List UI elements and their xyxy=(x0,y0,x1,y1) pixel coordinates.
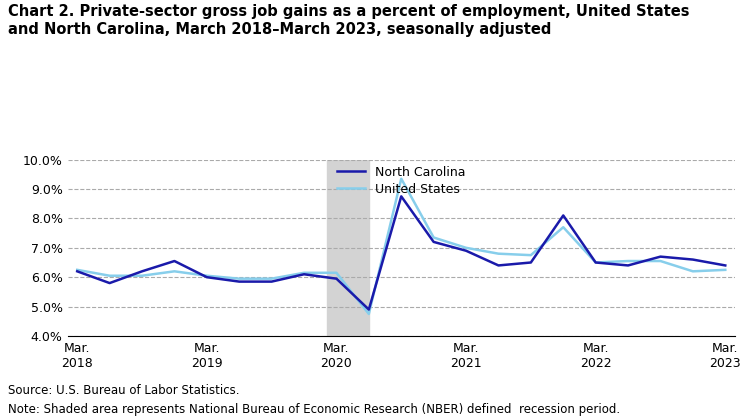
Text: Chart 2. Private-sector gross job gains as a percent of employment, United State: Chart 2. Private-sector gross job gains … xyxy=(8,4,689,37)
Bar xyxy=(327,160,369,336)
Text: Note: Shaded area represents National Bureau of Economic Research (NBER) defined: Note: Shaded area represents National Bu… xyxy=(8,403,620,416)
Text: Source: U.S. Bureau of Labor Statistics.: Source: U.S. Bureau of Labor Statistics. xyxy=(8,384,239,397)
Legend: North Carolina, United States: North Carolina, United States xyxy=(338,166,465,196)
